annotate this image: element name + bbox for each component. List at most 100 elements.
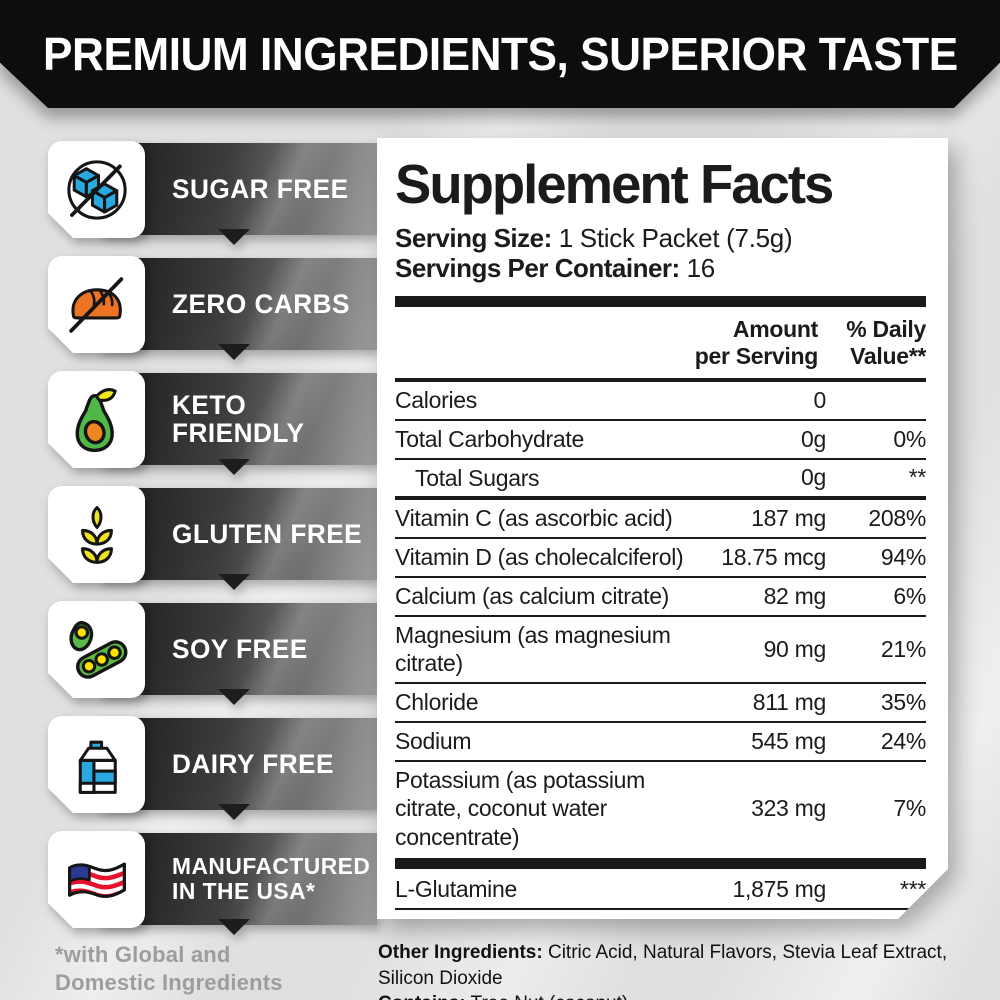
- milk-carton-icon: [48, 716, 145, 813]
- badge-fold: [218, 919, 250, 935]
- nutrient-row: L-Glutamine 1,875 mg ***: [395, 871, 926, 908]
- amount-column-header: Amount per Serving: [694, 315, 818, 369]
- supplement-facts-panel: Supplement Facts Serving Size: 1 Stick P…: [377, 138, 948, 919]
- badge-zero-carbs: ZERO CARBS: [0, 256, 380, 360]
- divider-thin: [395, 458, 926, 460]
- badge-label: ZERO CARBS: [172, 288, 351, 319]
- nutrient-daily-value: 24%: [880, 727, 926, 754]
- badge-label: KETO FRIENDLY: [172, 389, 305, 448]
- badge-label: DAIRY FREE: [172, 748, 335, 779]
- divider-thin: [395, 721, 926, 723]
- serving-size-value: 1 Stick Packet (7.5g): [558, 223, 793, 253]
- divider-med: [395, 496, 926, 500]
- badge-label: SOY FREE: [172, 633, 308, 664]
- nutrient-daily-value: 21%: [880, 635, 926, 662]
- avocado-icon: [48, 371, 145, 468]
- badge-fold: [218, 804, 250, 820]
- divider-thick: [395, 858, 926, 869]
- nutrient-daily-value: **: [908, 464, 926, 491]
- divider-thin: [395, 760, 926, 762]
- badge-fold: [218, 574, 250, 590]
- badge-fold: [218, 229, 250, 245]
- badge-label: GLUTEN FREE: [172, 518, 363, 549]
- nutrient-amount: 90 mg: [763, 635, 826, 662]
- nutrient-daily-value: ***: [900, 875, 926, 902]
- contains-line: Contains: Tree Nut (coconut): [378, 991, 994, 1000]
- usa-flag-icon: [48, 831, 145, 928]
- serving-size-line: Serving Size: 1 Stick Packet (7.5g): [395, 224, 926, 253]
- divider-thin: [395, 615, 926, 617]
- nutrient-row: Sodium 545 mg 24%: [395, 723, 926, 760]
- badge-fold: [218, 344, 250, 360]
- nutrient-daily-value: 6%: [893, 582, 926, 609]
- divider-medium: [395, 378, 926, 382]
- divider-thin: [395, 537, 926, 539]
- nutrient-amount: 545 mg: [751, 727, 826, 754]
- servings-value: 16: [686, 253, 715, 284]
- bread-crossed-icon: [48, 256, 145, 353]
- nutrient-name: Magnesium (as magnesium citrate): [395, 621, 671, 677]
- table-header-row: Amount per Serving % Daily Value**: [395, 307, 926, 378]
- badge-fold: [218, 459, 250, 475]
- badge-sugar-free: SUGAR FREE: [0, 141, 380, 245]
- wheat-icon: [48, 486, 145, 583]
- nutrient-amount: 18.75 mcg: [721, 543, 826, 570]
- nutrient-row: Magnesium (as magnesium citrate) 90 mg 21%: [395, 617, 926, 683]
- nutrient-amount: 187 mg: [751, 505, 826, 532]
- nutrient-amount: 811 mg: [752, 688, 826, 715]
- nutrient-daily-value: 208%: [868, 505, 926, 532]
- nutrient-name: Calories: [395, 387, 477, 413]
- nutrient-name: Potassium (as potassium citrate, coconut…: [395, 766, 646, 850]
- nutrient-row: Calcium (as calcium citrate) 82 mg 6%: [395, 578, 926, 615]
- contains-value: Tree Nut (coconut): [471, 993, 629, 1000]
- badge-dairy-free: DAIRY FREE: [0, 716, 380, 820]
- top-banner: PREMIUM INGREDIENTS, SUPERIOR TASTE: [0, 0, 1000, 108]
- nutrient-table: Calories 0 Total Carbohydrate 0g 0% Total Sug…: [395, 382, 926, 988]
- servings-per-container-line: Servings Per Container: 16: [395, 254, 926, 283]
- nutrient-amount: 0g: [801, 464, 826, 491]
- nutrient-daily-value: 35%: [880, 688, 926, 715]
- nutrient-row: Total Carbohydrate 0g 0%: [395, 421, 926, 458]
- divider-thin: [395, 682, 926, 684]
- servings-label: Servings Per Container:: [395, 253, 680, 284]
- other-ingredients-line: Other Ingredients: Citric Acid, Natural …: [378, 940, 994, 991]
- nutrient-name: Total Sugars: [415, 464, 540, 491]
- nutrient-row: Vitamin D (as cholecalciferol) 18.75 mcg 9…: [395, 539, 926, 576]
- nutrient-name: Calcium (as calcium citrate): [395, 582, 670, 609]
- soybean-pod-icon: [48, 601, 145, 698]
- banner-title: PREMIUM INGREDIENTS, SUPERIOR TASTE: [42, 28, 958, 80]
- other-ingredients-label: Other Ingredients:: [378, 942, 543, 963]
- divider-thick: [395, 296, 926, 307]
- sugar-cubes-crossed-icon: [48, 141, 145, 238]
- daily-value-column-header: % Daily Value**: [846, 315, 926, 369]
- other-ingredients-block: Other Ingredients: Citric Acid, Natural …: [378, 940, 994, 1000]
- nutrient-name: Vitamin C (as ascorbic acid): [395, 505, 673, 532]
- badge-made-in-usa: MANUFACTURED IN THE USA*: [0, 831, 380, 935]
- nutrient-name: Total Carbohydrate: [395, 425, 584, 452]
- nutrient-amount: 323 mg: [751, 795, 826, 822]
- contains-label: Contains:: [378, 993, 466, 1000]
- nutrient-daily-value: 7%: [893, 795, 926, 822]
- nutrient-name: L-Glutamine: [395, 875, 517, 902]
- nutrient-amount: 82 mg: [763, 582, 826, 609]
- nutrient-row: Potassium (as potassium citrate, coconut…: [395, 762, 926, 856]
- nutrient-name: Chloride: [395, 689, 479, 715]
- divider-thin: [395, 576, 926, 578]
- badge-fold: [218, 689, 250, 705]
- badge-soy-free: SOY FREE: [0, 601, 380, 705]
- nutrient-row: Total Sugars 0g **: [395, 460, 926, 497]
- nutrient-name: Sodium: [395, 727, 472, 754]
- nutrient-row: Calories 0: [395, 382, 926, 419]
- nutrient-name: Vitamin D (as cholecalciferol): [395, 544, 684, 570]
- nutrient-row: Chloride 811 mg 35%: [395, 684, 926, 721]
- global-ingredients-note: *with Global and Domestic Ingredients: [55, 942, 283, 995]
- nutrient-daily-value: 0%: [893, 425, 926, 452]
- divider-thin: [395, 908, 926, 910]
- nutrient-amount: 1,875 mg: [732, 875, 826, 902]
- badge-gluten-free: GLUTEN FREE: [0, 486, 380, 590]
- nutrient-row: Vitamin C (as ascorbic acid) 187 mg 208%: [395, 500, 926, 537]
- badge-label: SUGAR FREE: [172, 173, 349, 204]
- panel-title: Supplement Facts: [395, 153, 833, 215]
- badge-keto-friendly: KETO FRIENDLY: [0, 371, 380, 475]
- nutrient-amount: 0: [813, 386, 826, 413]
